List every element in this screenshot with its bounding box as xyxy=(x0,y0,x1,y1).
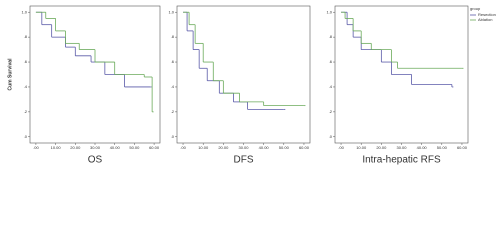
legend-title: group xyxy=(470,6,481,11)
chart: .0 .2 .4 .6 .8 1.0 .00 10.00 20.00 30.00 40.00 50.0… xyxy=(7,5,496,166)
y-tick-label: .8 xyxy=(24,34,28,39)
y-tick-label: .2 xyxy=(24,109,28,114)
x-tick-label: 50.00 xyxy=(129,145,140,150)
x-tick-label: 20.00 xyxy=(376,145,387,150)
x-tick-label: 30.00 xyxy=(238,145,249,150)
y-tick-label: .2 xyxy=(171,109,175,114)
y-tick-label: .4 xyxy=(171,84,175,89)
panel-title: OS xyxy=(88,155,103,166)
y-tick-label: .4 xyxy=(24,84,28,89)
y-tick-label: .0 xyxy=(329,134,333,139)
y-tick-label: 1.0 xyxy=(326,9,332,14)
x-tick-label: 40.00 xyxy=(417,145,428,150)
x-tick-label: .00 xyxy=(338,145,344,150)
y-tick-label: .6 xyxy=(329,59,333,64)
x-tick-label: 10.00 xyxy=(198,145,209,150)
y-tick-label: 1.0 xyxy=(21,9,27,14)
x-tick-label: 30.00 xyxy=(396,145,407,150)
x-tick-label: 50.00 xyxy=(437,145,448,150)
y-tick-label: .4 xyxy=(329,84,333,89)
legend-label: Resection xyxy=(478,12,496,17)
x-tick-label: 50.00 xyxy=(279,145,290,150)
y-tick-label: .6 xyxy=(171,59,175,64)
legend-label: Ablation xyxy=(478,17,492,22)
y-tick-label: .0 xyxy=(171,134,175,139)
y-tick-label: .0 xyxy=(24,134,28,139)
x-tick-label: 60.00 xyxy=(149,145,160,150)
x-tick-label: 40.00 xyxy=(110,145,121,150)
x-tick-label: 30.00 xyxy=(90,145,101,150)
y-axis-label: Cum Survival xyxy=(7,58,13,91)
x-tick-label: .00 xyxy=(33,145,39,150)
x-tick-label: 10.00 xyxy=(51,145,62,150)
y-tick-label: .2 xyxy=(329,109,333,114)
x-tick-label: 10.00 xyxy=(356,145,367,150)
x-tick-label: 20.00 xyxy=(218,145,229,150)
x-tick-label: 60.00 xyxy=(299,145,310,150)
panel-title: Intra-hepatic RFS xyxy=(362,155,441,166)
y-tick-label: .8 xyxy=(329,34,333,39)
plot-frame xyxy=(176,5,311,144)
x-tick-label: 20.00 xyxy=(70,145,81,150)
x-tick-label: 60.00 xyxy=(457,145,468,150)
y-tick-label: .6 xyxy=(24,59,28,64)
y-tick-label: .8 xyxy=(171,34,175,39)
panel-title: DFS xyxy=(234,155,254,166)
y-tick-label: 1.0 xyxy=(168,9,174,14)
x-tick-label: 40.00 xyxy=(259,145,270,150)
x-tick-label: .00 xyxy=(180,145,186,150)
